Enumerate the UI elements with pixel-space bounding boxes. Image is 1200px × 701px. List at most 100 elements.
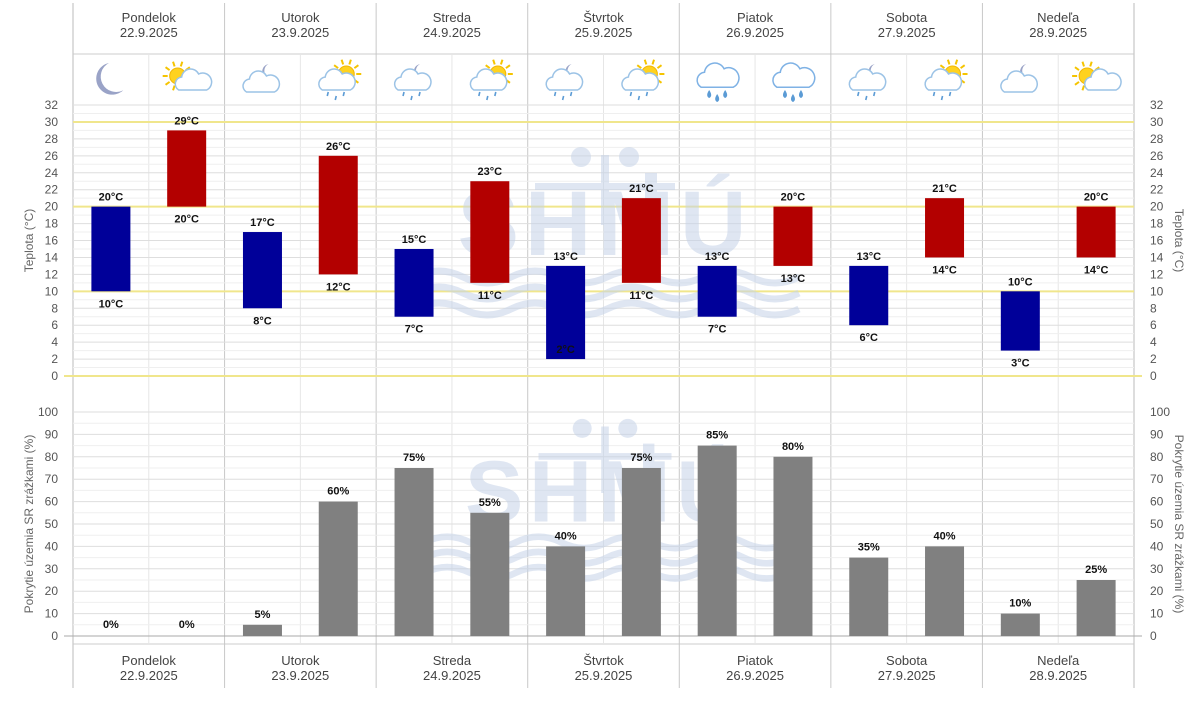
night-temp-bar [242, 232, 282, 309]
moon-cloud-rain-icon [393, 64, 432, 101]
day-temp-bar [773, 206, 813, 266]
temp-low-label: 11°C [478, 290, 502, 302]
precip-label: 85% [706, 430, 728, 442]
day-precip-bar [470, 512, 510, 636]
day-date-header: 28.9.2025 [1029, 25, 1087, 40]
rain-drop [856, 91, 860, 97]
moon-cloud-rain-icon [545, 64, 584, 101]
night-temp-bar [546, 265, 586, 360]
temp-low-label: 7°C [405, 324, 424, 336]
rain-drop [637, 95, 641, 101]
day-name-footer: Streda [433, 653, 472, 668]
precip-tick-left: 20 [45, 584, 59, 598]
temp-high-label: 13°C [705, 251, 730, 263]
day-date-header: 26.9.2025 [726, 25, 784, 40]
logo-cup [571, 147, 591, 167]
temp-tick-left: 0 [51, 369, 58, 383]
precip-axis-title-left: Pokrytie územia SR zrážkami (%) [22, 435, 36, 614]
cloud-heavy-rain-icon [772, 62, 816, 102]
sun-ray [643, 59, 648, 65]
moon-cloud-rain-icon [848, 64, 887, 101]
day-name-header: Piatok [737, 10, 774, 25]
day-temp-bar [167, 130, 207, 207]
sun-ray [1081, 61, 1085, 67]
logo-mast [601, 426, 609, 493]
sun-ray [179, 61, 184, 67]
precip-label: 40% [555, 530, 577, 542]
precip-label: 75% [403, 452, 425, 464]
precip-tick-right: 90 [1150, 427, 1164, 441]
day-precip-bar [773, 456, 813, 636]
precip-label: 25% [1085, 564, 1107, 576]
sun-ray [954, 59, 959, 65]
temp-low-label: 10°C [99, 298, 124, 310]
sun-cloud-rain-icon [318, 59, 362, 101]
temp-tick-right: 28 [1150, 132, 1164, 146]
day-date-footer: 28.9.2025 [1029, 668, 1087, 683]
temp-low-label: 13°C [781, 273, 806, 285]
temp-tick-right: 14 [1150, 250, 1164, 264]
sun-ray [164, 66, 171, 71]
cloud-shape [318, 68, 356, 91]
cloud-shape [924, 68, 963, 91]
sun-ray [485, 64, 491, 69]
temp-tick-right: 26 [1150, 149, 1164, 163]
temp-high-label: 13°C [856, 251, 881, 263]
precip-label: 40% [934, 530, 956, 542]
temp-tick-left: 26 [45, 149, 59, 163]
night-precip-bar [697, 445, 737, 636]
day-precip-bar [925, 546, 965, 636]
day-date-header: 24.9.2025 [423, 25, 481, 40]
temp-low-label: 2°C [556, 344, 575, 356]
day-name-header: Pondelok [122, 10, 177, 25]
sun-ray [960, 64, 966, 69]
temp-tick-right: 2 [1150, 352, 1157, 366]
rain-drop [798, 90, 803, 98]
moon-icon [96, 62, 124, 95]
temp-low-label: 6°C [860, 332, 879, 344]
day-name-header: Utorok [281, 10, 320, 25]
temp-tick-left: 12 [45, 267, 59, 281]
day-date-header: 22.9.2025 [120, 25, 178, 40]
logo-cup [619, 147, 639, 167]
temp-tick-left: 22 [45, 183, 59, 197]
precip-label: 55% [479, 497, 501, 509]
temp-tick-left: 4 [51, 335, 58, 349]
sun-ray [1074, 81, 1080, 86]
rain-drop [478, 91, 481, 97]
sun-ray [1074, 66, 1080, 71]
precip-label: 80% [782, 441, 804, 453]
night-temp-bar [394, 248, 434, 317]
day-date-footer: 27.9.2025 [878, 668, 936, 683]
sun-cloud-icon [1072, 61, 1122, 91]
day-date-footer: 23.9.2025 [271, 668, 329, 683]
cloud-shape [393, 68, 432, 91]
rain-drop [326, 91, 330, 97]
rain-drop [410, 95, 413, 101]
precip-tick-right: 80 [1150, 450, 1164, 464]
bars-layer [91, 130, 1116, 636]
precip-tick-right: 60 [1150, 495, 1164, 509]
day-name-header: Streda [433, 10, 472, 25]
precip-axis-title-right: Pokrytie územia SR zrážkami (%) [1172, 435, 1186, 614]
rain-drop [402, 91, 405, 97]
rain-drop [948, 91, 952, 97]
precip-tick-right: 10 [1150, 607, 1164, 621]
temp-low-label: 12°C [326, 281, 351, 293]
temp-tick-left: 6 [51, 318, 58, 332]
temp-tick-left: 18 [45, 217, 59, 231]
day-date-footer: 25.9.2025 [575, 668, 633, 683]
rain-drop [864, 95, 868, 101]
temp-high-label: 20°C [781, 192, 806, 204]
temp-tick-right: 0 [1150, 369, 1157, 383]
temp-tick-left: 16 [45, 234, 59, 248]
precip-tick-left: 0 [51, 629, 58, 643]
moon-cloud-icon [242, 64, 281, 93]
cloud-shape [242, 70, 281, 93]
night-temp-bar [91, 206, 131, 292]
logo-wave [413, 299, 801, 319]
sun-ray [172, 61, 176, 67]
temp-low-label: 3°C [1011, 358, 1030, 370]
rain-drop [645, 91, 649, 97]
